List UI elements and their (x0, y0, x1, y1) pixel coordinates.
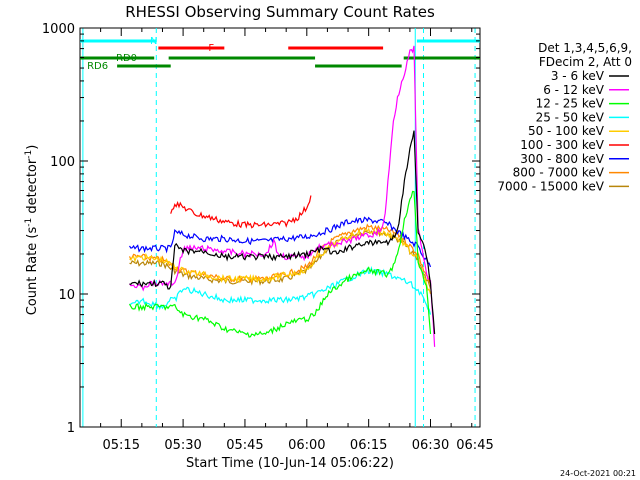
y-label-sup-2: -1 (24, 150, 34, 159)
legend-label-1: 6 - 12 keV (543, 83, 605, 97)
legend-label-3: 25 - 50 keV (536, 110, 605, 124)
flag-label-rd0: RD0 (116, 53, 137, 64)
x-tick-label-06:15: 06:15 (350, 438, 387, 453)
x-tick-label-05:45: 05:45 (226, 438, 263, 453)
series-line-25-50-kev (129, 265, 432, 315)
legend-label-0: 3 - 6 keV (551, 69, 605, 83)
legend-label-6: 300 - 800 keV (520, 152, 604, 166)
series-line-6-12-kev (129, 45, 436, 347)
legend-label-8: 7000 - 15000 keV (497, 179, 604, 193)
legend-label-2: 12 - 25 keV (536, 97, 605, 111)
flag-bars: N F RD0 RD6 (80, 36, 480, 72)
y-axis-label: Count Rate (s-1 detector-1) (24, 145, 40, 316)
flag-label-rd6: RD6 (87, 61, 108, 72)
y-label-sup-1: -1 (24, 218, 34, 227)
legend-label-7: 800 - 7000 keV (513, 166, 605, 180)
data-series (128, 45, 436, 347)
legend: Det 1,3,4,5,6,9, FDecim 2, Att 0 3 - 6 k… (497, 41, 632, 193)
x-axis-label: Start Time (10-Jun-14 05:06:22) (186, 456, 394, 471)
series-line-300-800-kev (129, 216, 432, 268)
x-tick-label-06:45: 06:45 (456, 438, 493, 453)
x-axis-ticks: 05:15 05:30 05:45 06:00 06:15 06:30 06:45 (100, 28, 494, 453)
series-line-12-25-kev (128, 190, 432, 338)
x-tick-label-06:00: 06:00 (288, 438, 325, 453)
legend-header-1: Det 1,3,4,5,6,9, (538, 41, 632, 55)
x-tick-label-05:15: 05:15 (103, 438, 140, 453)
y-tick-label-10: 10 (58, 288, 75, 303)
flag-label-n: N (150, 36, 157, 47)
legend-label-4: 50 - 100 keV (528, 124, 605, 138)
legend-label-5: 100 - 300 keV (520, 138, 604, 152)
series-line-3-6-kev (129, 130, 436, 335)
plot-frame (79, 27, 481, 428)
y-tick-label-1: 1 (67, 421, 75, 436)
legend-header-2: FDecim 2, Att 0 (539, 55, 632, 69)
y-tick-label-1000: 1000 (42, 22, 75, 37)
x-tick-label-05:30: 05:30 (164, 438, 201, 453)
chart-title: RHESSI Observing Summary Count Rates (125, 3, 435, 21)
y-label-part-3: ) (25, 145, 40, 150)
series-line-50-100-kev (129, 227, 432, 295)
y-label-part-1: Count Rate (s (25, 227, 40, 316)
x-tick-label-06:30: 06:30 (412, 438, 449, 453)
series-line-100-300-kev (170, 195, 312, 229)
flag-label-f: F (208, 43, 214, 54)
footer-date: 24-Oct-2021 00:21 (560, 469, 636, 478)
y-tick-label-100: 100 (50, 155, 75, 170)
y-axis-ticks: 1 10 100 1000 (42, 22, 480, 436)
y-label-part-2: detector (25, 158, 40, 218)
